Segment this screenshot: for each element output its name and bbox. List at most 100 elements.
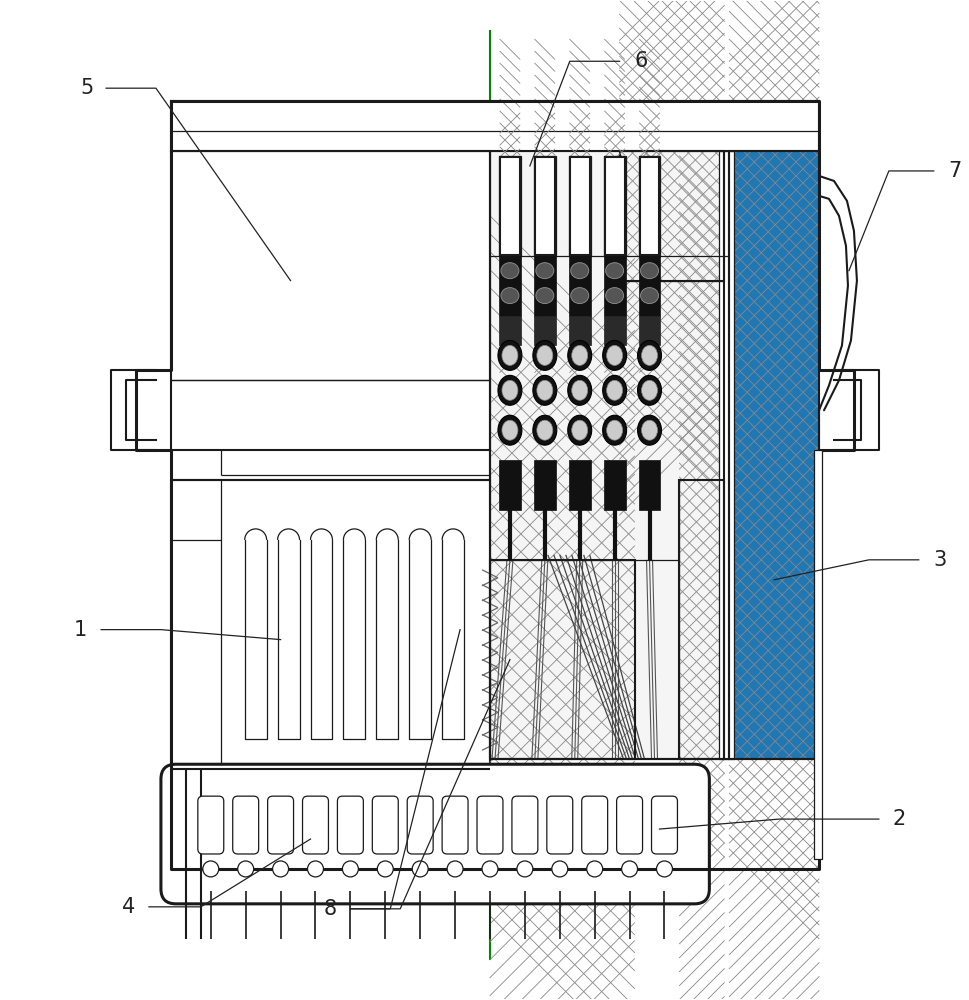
Ellipse shape	[606, 380, 622, 400]
Bar	[638, 256, 660, 316]
Ellipse shape	[571, 380, 587, 400]
Circle shape	[237, 861, 254, 877]
Bar	[604, 157, 624, 255]
Ellipse shape	[605, 288, 623, 304]
Ellipse shape	[536, 420, 552, 440]
Circle shape	[551, 861, 567, 877]
Bar	[171, 480, 489, 769]
Bar	[604, 157, 624, 255]
Text: 2: 2	[891, 809, 905, 829]
Ellipse shape	[567, 415, 591, 445]
Bar	[603, 316, 625, 345]
Ellipse shape	[570, 288, 588, 304]
Bar	[639, 157, 659, 255]
FancyBboxPatch shape	[547, 796, 572, 854]
Ellipse shape	[497, 340, 521, 370]
Circle shape	[447, 861, 462, 877]
Ellipse shape	[571, 420, 587, 440]
Ellipse shape	[640, 263, 658, 279]
Ellipse shape	[500, 288, 518, 304]
FancyBboxPatch shape	[337, 796, 363, 854]
Bar	[568, 256, 590, 316]
Ellipse shape	[536, 345, 552, 365]
Ellipse shape	[501, 420, 517, 440]
Bar	[498, 460, 520, 510]
Bar	[498, 316, 520, 345]
Ellipse shape	[500, 263, 518, 279]
Ellipse shape	[567, 375, 591, 405]
FancyBboxPatch shape	[581, 796, 607, 854]
FancyBboxPatch shape	[302, 796, 328, 854]
Circle shape	[516, 861, 532, 877]
Circle shape	[412, 861, 427, 877]
Bar	[533, 460, 555, 510]
FancyBboxPatch shape	[198, 796, 224, 854]
Bar	[533, 256, 555, 316]
Ellipse shape	[501, 345, 517, 365]
Text: 8: 8	[323, 899, 336, 919]
Bar	[603, 256, 625, 316]
FancyBboxPatch shape	[477, 796, 503, 854]
Polygon shape	[136, 101, 853, 869]
Bar	[533, 316, 555, 345]
Text: 5: 5	[79, 78, 93, 98]
Bar	[489, 151, 724, 759]
Bar	[171, 151, 489, 450]
Circle shape	[621, 861, 637, 877]
Circle shape	[586, 861, 602, 877]
Ellipse shape	[637, 340, 661, 370]
Ellipse shape	[536, 380, 552, 400]
Circle shape	[272, 861, 288, 877]
Bar	[638, 460, 660, 510]
Ellipse shape	[602, 340, 626, 370]
Ellipse shape	[637, 415, 661, 445]
Ellipse shape	[497, 375, 521, 405]
Text: 7: 7	[948, 161, 961, 181]
Bar	[813, 450, 821, 859]
Bar	[729, 151, 818, 759]
Ellipse shape	[497, 415, 521, 445]
Text: 3: 3	[933, 550, 946, 570]
Ellipse shape	[637, 375, 661, 405]
FancyBboxPatch shape	[372, 796, 398, 854]
Bar	[533, 156, 555, 256]
Ellipse shape	[602, 415, 626, 445]
Bar	[638, 156, 660, 256]
Circle shape	[342, 861, 358, 877]
FancyBboxPatch shape	[512, 796, 537, 854]
Bar	[568, 156, 590, 256]
Text: 6: 6	[634, 51, 647, 71]
Bar	[171, 101, 818, 151]
Text: 4: 4	[122, 897, 135, 917]
FancyBboxPatch shape	[407, 796, 433, 854]
Bar	[639, 157, 659, 255]
Bar	[603, 460, 625, 510]
FancyBboxPatch shape	[267, 796, 294, 854]
Ellipse shape	[532, 375, 556, 405]
FancyBboxPatch shape	[616, 796, 641, 854]
Bar	[619, 151, 724, 281]
FancyBboxPatch shape	[161, 764, 708, 904]
Bar	[534, 157, 554, 255]
Bar	[568, 460, 590, 510]
Bar	[534, 157, 554, 255]
Bar	[489, 560, 634, 759]
Bar	[499, 157, 519, 255]
Bar	[569, 157, 589, 255]
Bar	[719, 151, 734, 759]
Ellipse shape	[567, 340, 591, 370]
Circle shape	[307, 861, 323, 877]
Ellipse shape	[605, 263, 623, 279]
Ellipse shape	[570, 263, 588, 279]
Ellipse shape	[606, 345, 622, 365]
Circle shape	[656, 861, 672, 877]
Ellipse shape	[532, 340, 556, 370]
FancyBboxPatch shape	[233, 796, 259, 854]
Ellipse shape	[571, 345, 587, 365]
Ellipse shape	[641, 420, 657, 440]
Bar	[499, 157, 519, 255]
Ellipse shape	[501, 380, 517, 400]
FancyBboxPatch shape	[442, 796, 468, 854]
Bar	[489, 560, 634, 759]
Bar	[619, 151, 724, 281]
